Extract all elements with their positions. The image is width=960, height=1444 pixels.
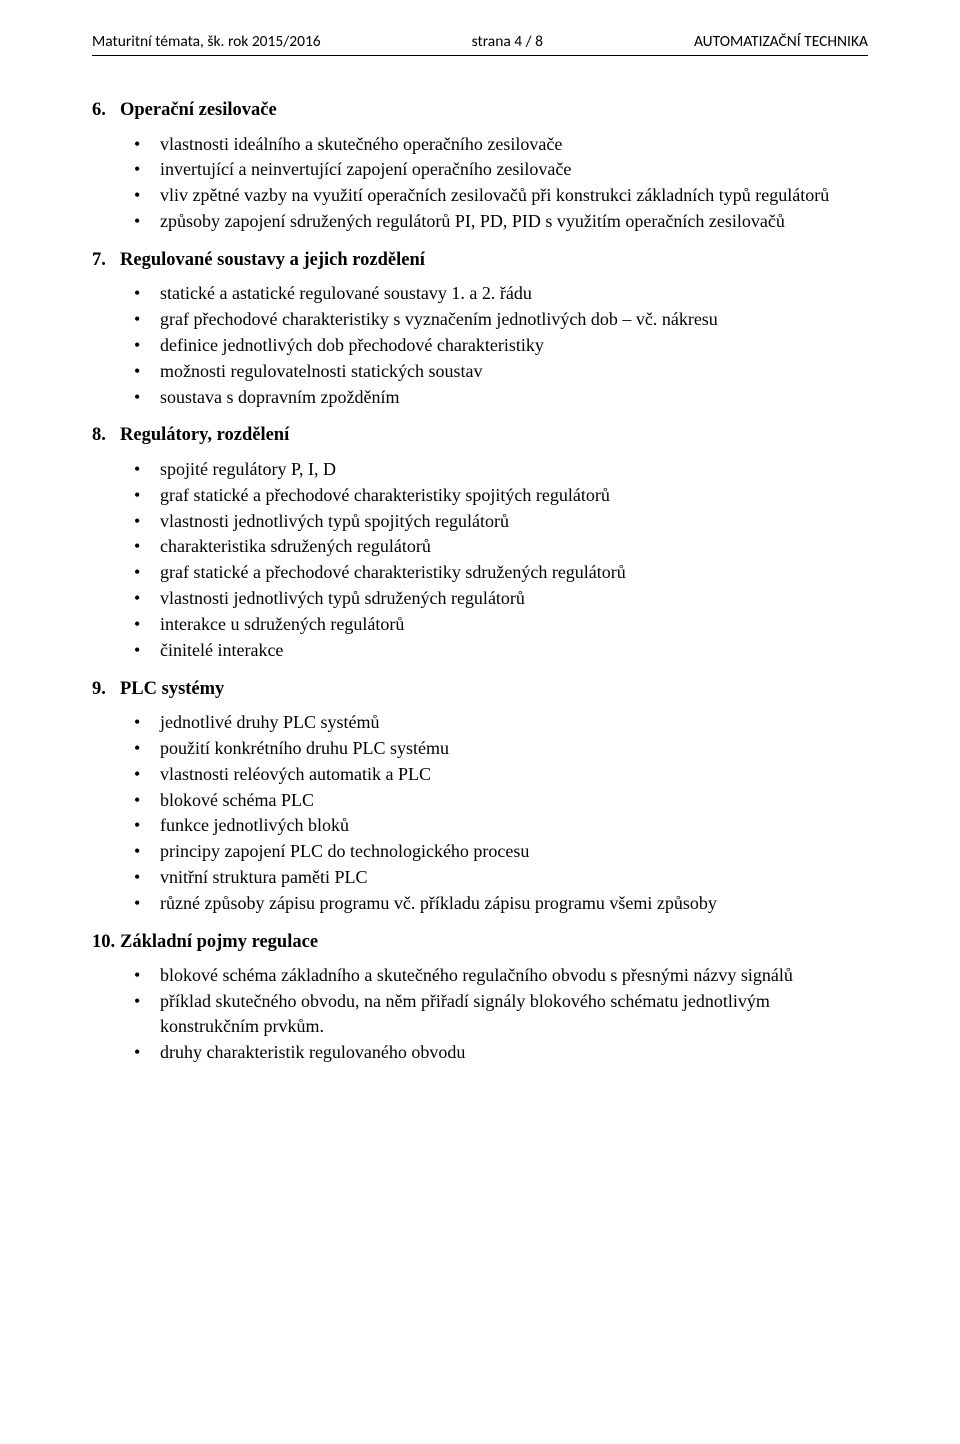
header-center: strana 4 / 8 xyxy=(472,32,543,51)
list-item: vlastnosti jednotlivých typů sdružených … xyxy=(92,586,868,611)
list-item: vnitřní struktura paměti PLC xyxy=(92,865,868,890)
section-number: 8. xyxy=(92,423,120,449)
list-item: činitelé interakce xyxy=(92,638,868,663)
list-item: principy zapojení PLC do technologického… xyxy=(92,839,868,864)
section-title-text: Regulované soustavy a jejich rozdělení xyxy=(120,250,425,270)
section-heading-10: 10.Základní pojmy regulace xyxy=(92,930,868,956)
list-item: vlastnosti ideálního a skutečného operač… xyxy=(92,132,868,157)
section-title-text: PLC systémy xyxy=(120,679,224,699)
section-title-text: Regulátory, rozdělení xyxy=(120,425,289,445)
section-heading-8: 8.Regulátory, rozdělení xyxy=(92,423,868,449)
section-number: 7. xyxy=(92,248,120,274)
list-item: vlastnosti jednotlivých typů spojitých r… xyxy=(92,509,868,534)
section-title-text: Základní pojmy regulace xyxy=(120,932,318,952)
section-heading-7: 7.Regulované soustavy a jejich rozdělení xyxy=(92,248,868,274)
list-item: blokové schéma základního a skutečného r… xyxy=(92,963,868,988)
list-item: invertující a neinvertující zapojení ope… xyxy=(92,157,868,182)
list-item: různé způsoby zápisu programu vč. příkla… xyxy=(92,891,868,916)
page: Maturitní témata, šk. rok 2015/2016 stra… xyxy=(0,0,960,1139)
list-item: interakce u sdružených regulátorů xyxy=(92,612,868,637)
list-item: definice jednotlivých dob přechodové cha… xyxy=(92,333,868,358)
list-item: spojité regulátory P, I, D xyxy=(92,457,868,482)
list-item: funkce jednotlivých bloků xyxy=(92,813,868,838)
section-heading-9: 9.PLC systémy xyxy=(92,677,868,703)
header-left: Maturitní témata, šk. rok 2015/2016 xyxy=(92,32,321,51)
bullet-list: spojité regulátory P, I, D graf statické… xyxy=(92,457,868,663)
list-item: druhy charakteristik regulovaného obvodu xyxy=(92,1040,868,1065)
list-item: statické a astatické regulované soustavy… xyxy=(92,281,868,306)
list-item: blokové schéma PLC xyxy=(92,788,868,813)
list-item: graf statické a přechodové charakteristi… xyxy=(92,483,868,508)
list-item: vlastnosti reléových automatik a PLC xyxy=(92,762,868,787)
section-title-text: Operační zesilovače xyxy=(120,100,277,120)
list-item: jednotlivé druhy PLC systémů xyxy=(92,710,868,735)
bullet-list: jednotlivé druhy PLC systémů použití kon… xyxy=(92,710,868,916)
header-right: AUTOMATIZAČNÍ TECHNIKA xyxy=(694,32,868,51)
list-item: graf přechodové charakteristiky s vyznač… xyxy=(92,307,868,332)
section-number: 6. xyxy=(92,98,120,124)
bullet-list: statické a astatické regulované soustavy… xyxy=(92,281,868,409)
list-item: možnosti regulovatelnosti statických sou… xyxy=(92,359,868,384)
list-item: soustava s dopravním zpožděním xyxy=(92,385,868,410)
content-body: 6.Operační zesilovače vlastnosti ideální… xyxy=(92,56,868,1065)
section-heading-6: 6.Operační zesilovače xyxy=(92,98,868,124)
list-item: graf statické a přechodové charakteristi… xyxy=(92,560,868,585)
section-number: 10. xyxy=(92,930,120,956)
list-item: vliv zpětné vazby na využití operačních … xyxy=(92,183,868,208)
section-number: 9. xyxy=(92,677,120,703)
bullet-list: vlastnosti ideálního a skutečného operač… xyxy=(92,132,868,234)
list-item: způsoby zapojení sdružených regulátorů P… xyxy=(92,209,868,234)
page-header: Maturitní témata, šk. rok 2015/2016 stra… xyxy=(92,32,868,56)
list-item: charakteristika sdružených regulátorů xyxy=(92,534,868,559)
list-item: příklad skutečného obvodu, na něm přiřad… xyxy=(92,989,868,1039)
bullet-list: blokové schéma základního a skutečného r… xyxy=(92,963,868,1064)
list-item: použití konkrétního druhu PLC systému xyxy=(92,736,868,761)
